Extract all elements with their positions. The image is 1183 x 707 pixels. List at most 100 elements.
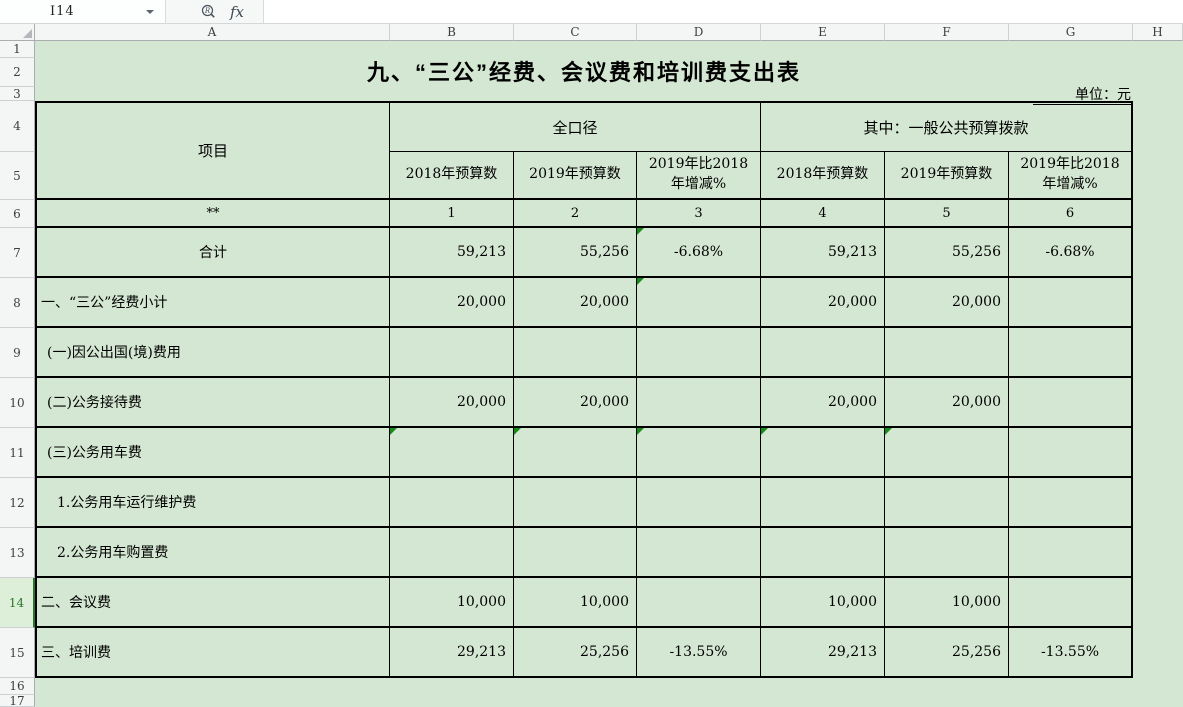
column-header-g[interactable]: G — [1009, 24, 1133, 41]
value-cell[interactable]: 10,000 — [885, 578, 1009, 628]
select-all-corner[interactable] — [0, 24, 35, 41]
value-cell[interactable] — [1009, 278, 1131, 328]
header-sub-cell[interactable]: 2019年比2018年增减% — [1009, 152, 1131, 200]
value-cell[interactable] — [637, 428, 761, 478]
value-cell[interactable] — [885, 528, 1009, 578]
value-cell[interactable] — [637, 378, 761, 428]
value-cell[interactable] — [390, 328, 514, 378]
row-header-1[interactable]: 1 — [0, 41, 35, 58]
row-header-12[interactable]: 12 — [0, 478, 35, 528]
value-cell[interactable]: -13.55% — [1040, 644, 1100, 660]
column-header-d[interactable]: D — [637, 24, 761, 41]
value-cell[interactable]: 20,000 — [390, 378, 514, 428]
value-cell[interactable] — [1009, 428, 1131, 478]
row-header-11[interactable]: 11 — [0, 428, 35, 478]
row-header-13[interactable]: 13 — [0, 528, 35, 578]
value-cell[interactable] — [761, 428, 885, 478]
header-sub-cell[interactable]: 2019年预算数 — [885, 152, 1009, 200]
code-row-label[interactable]: ** — [37, 200, 390, 228]
column-header-a[interactable]: A — [35, 24, 390, 41]
header-group-full-scope[interactable]: 全口径 — [390, 103, 761, 152]
value-cell[interactable] — [514, 478, 637, 528]
header-group-general-budget[interactable]: 其中：一般公共预算拨款 — [761, 103, 1131, 152]
value-cell[interactable]: 20,000 — [761, 378, 885, 428]
value-cell[interactable]: 20,000 — [885, 278, 1009, 328]
row-label-cell[interactable]: 三、培训费 — [37, 628, 390, 676]
row-header-17[interactable]: 17 — [0, 695, 35, 707]
row-header-5[interactable]: 5 — [0, 152, 35, 200]
value-cell[interactable] — [514, 528, 637, 578]
value-cell[interactable]: 29,213 — [390, 628, 514, 676]
value-cell[interactable]: 20,000 — [761, 278, 885, 328]
value-cell[interactable] — [637, 278, 761, 328]
value-cell[interactable] — [885, 428, 1009, 478]
value-cell[interactable] — [390, 428, 514, 478]
row-header-14[interactable]: 14 — [0, 578, 35, 628]
value-cell[interactable]: 20,000 — [390, 278, 514, 328]
value-cell[interactable] — [1009, 578, 1131, 628]
value-cell[interactable]: -6.68% — [637, 228, 761, 278]
header-sub-cell[interactable]: 2018年预算数 — [390, 152, 514, 200]
value-cell[interactable]: 25,256 — [514, 628, 637, 676]
value-cell[interactable] — [637, 578, 761, 628]
column-header-c[interactable]: C — [514, 24, 637, 41]
code-cell[interactable]: 6 — [1009, 200, 1131, 228]
name-box[interactable]: I14 — [0, 0, 166, 23]
value-cell[interactable]: 20,000 — [514, 378, 637, 428]
row-header-6[interactable]: 6 — [0, 200, 35, 228]
value-cell[interactable]: 59,213 — [390, 228, 514, 278]
code-cell[interactable]: 5 — [885, 200, 1009, 228]
sheet-area[interactable]: 九、“三公”经费、会议费和培训费支出表 单位：元 项目 全口径 其中：一般公共预… — [35, 41, 1183, 707]
code-cell[interactable]: 4 — [761, 200, 885, 228]
row-label-cell[interactable]: 2.公务用车购置费 — [37, 528, 390, 578]
value-cell[interactable]: 59,213 — [761, 228, 885, 278]
value-cell[interactable]: 10,000 — [514, 578, 637, 628]
row-header-16[interactable]: 16 — [0, 678, 35, 695]
code-cell[interactable]: 1 — [390, 200, 514, 228]
value-cell[interactable] — [1009, 378, 1131, 428]
header-sub-cell[interactable]: 2019年比2018年增减% — [637, 152, 761, 200]
value-cell[interactable]: -13.55% — [637, 628, 761, 676]
value-cell[interactable]: 55,256 — [514, 228, 637, 278]
chevron-down-icon[interactable] — [146, 9, 154, 14]
value-cell[interactable]: 20,000 — [514, 278, 637, 328]
row-header-4[interactable]: 4 — [0, 101, 35, 152]
row-header-10[interactable]: 10 — [0, 378, 35, 428]
row-label-cell[interactable]: 一、“三公”经费小计 — [37, 278, 390, 328]
value-cell[interactable] — [637, 478, 761, 528]
row-label-cell[interactable]: 二、会议费 — [37, 578, 390, 628]
row-header-9[interactable]: 9 — [0, 328, 35, 378]
row-header-2[interactable]: 2 — [0, 58, 35, 87]
row-label-cell[interactable]: 1.公务用车运行维护费 — [37, 478, 390, 528]
header-item-cell[interactable]: 项目 — [37, 103, 390, 200]
value-cell[interactable] — [514, 428, 637, 478]
formula-input[interactable] — [263, 0, 1183, 23]
fx-icon[interactable]: fx — [230, 2, 245, 21]
code-cell[interactable]: 3 — [637, 200, 761, 228]
value-cell[interactable] — [761, 478, 885, 528]
code-cell[interactable]: 2 — [514, 200, 637, 228]
value-cell[interactable]: 20,000 — [885, 378, 1009, 428]
column-header-f[interactable]: F — [885, 24, 1009, 41]
value-cell[interactable] — [1009, 528, 1131, 578]
column-header-e[interactable]: E — [761, 24, 885, 41]
value-cell[interactable] — [885, 328, 1009, 378]
row-header-7[interactable]: 7 — [0, 228, 35, 278]
value-cell[interactable]: -6.68% — [1009, 228, 1131, 278]
row-label-cell[interactable]: 合计 — [37, 228, 390, 278]
column-header-h[interactable]: H — [1133, 24, 1183, 41]
row-header-15[interactable]: 15 — [0, 628, 35, 678]
value-cell[interactable]: 10,000 — [761, 578, 885, 628]
row-header-8[interactable]: 8 — [0, 278, 35, 328]
value-cell[interactable] — [637, 528, 761, 578]
header-sub-cell[interactable]: 2018年预算数 — [761, 152, 885, 200]
column-header-b[interactable]: B — [390, 24, 514, 41]
value-cell[interactable]: 29,213 — [761, 628, 885, 676]
header-sub-cell[interactable]: 2019年预算数 — [514, 152, 637, 200]
value-cell[interactable] — [390, 528, 514, 578]
row-label-cell[interactable]: (一)因公出国(境)费用 — [37, 328, 390, 378]
row-label-cell[interactable]: (二)公务接待费 — [37, 378, 390, 428]
value-cell[interactable] — [1009, 328, 1131, 378]
value-cell[interactable]: 10,000 — [390, 578, 514, 628]
value-cell[interactable] — [637, 328, 761, 378]
